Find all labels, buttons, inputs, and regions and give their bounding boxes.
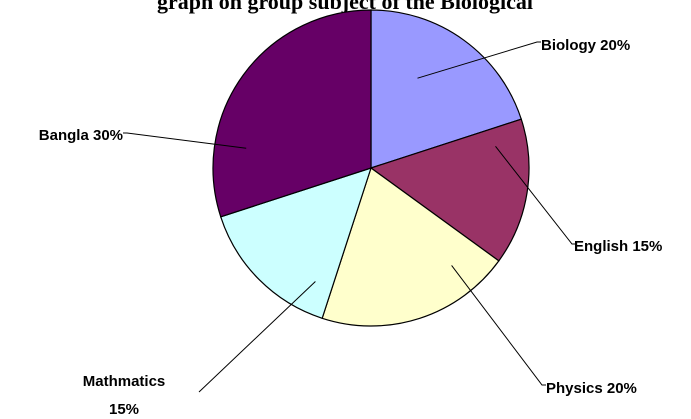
pie-slice-physics bbox=[321, 167, 500, 327]
chart-title: graph on group subject of the Biological bbox=[157, 0, 533, 14]
slice-labels: Biology 20% English 15% Physics 20% Mathmat… bbox=[39, 37, 663, 418]
leader-line-mathmatics bbox=[198, 281, 316, 393]
slice-label-bangla: Bangla 30% bbox=[39, 127, 123, 144]
pie-slice-bangla bbox=[212, 9, 372, 218]
leader-line-bangla bbox=[123, 132, 247, 149]
leader-line-english bbox=[495, 145, 576, 245]
slice-label-mathmatics-line1: Mathmatics bbox=[83, 373, 166, 390]
slice-label-physics: Physics 20% bbox=[546, 380, 637, 397]
pie-slices bbox=[212, 9, 530, 327]
slice-label-biology: Biology 20% bbox=[541, 37, 630, 54]
leader-line-biology bbox=[417, 41, 541, 79]
leader-line-physics bbox=[451, 265, 546, 386]
leader-lines bbox=[123, 41, 576, 393]
slice-label-mathmatics-line2: 15% bbox=[109, 401, 139, 418]
pie-slice-biology bbox=[370, 9, 523, 169]
pie-slice-mathmatics bbox=[219, 167, 372, 320]
pie-slice-english bbox=[369, 118, 530, 262]
slice-label-english: English 15% bbox=[574, 238, 662, 255]
